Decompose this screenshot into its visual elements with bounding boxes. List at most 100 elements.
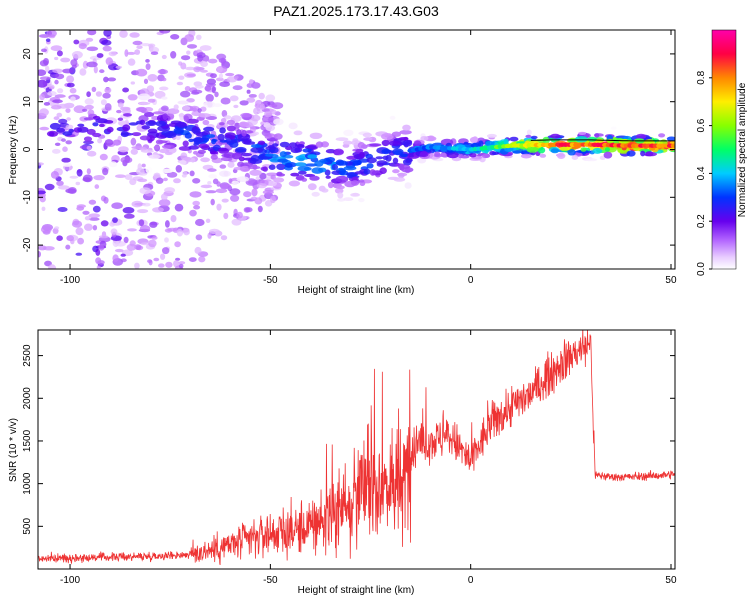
heat-blob [259, 172, 267, 180]
heat-blob [399, 153, 408, 158]
heat-blob [221, 198, 229, 203]
heat-blob [109, 221, 116, 227]
heat-blob [191, 128, 201, 134]
heat-blob [350, 193, 360, 197]
heat-blob [192, 178, 201, 184]
heat-blob [504, 146, 514, 152]
heat-blob [273, 177, 285, 183]
heat-blob [243, 207, 251, 213]
heat-blob [178, 75, 185, 80]
heat-blob [376, 162, 384, 167]
heat-blob [116, 109, 122, 114]
heat-blob [199, 45, 212, 51]
heat-blob [325, 157, 336, 163]
heat-blob [102, 92, 111, 99]
heat-blob [189, 191, 202, 198]
heat-blob [207, 232, 212, 239]
heat-blob [145, 120, 157, 126]
heat-blob [39, 126, 50, 131]
heat-blob [230, 194, 240, 202]
y-tick-label: -10 [22, 190, 33, 205]
heat-blob [93, 65, 98, 74]
heat-blob [207, 168, 217, 172]
heat-blob [264, 133, 272, 139]
heat-blob [202, 119, 210, 126]
heat-blob [65, 244, 71, 250]
heat-blob [95, 257, 102, 265]
heat-blob [571, 155, 579, 160]
heat-blob [249, 79, 254, 84]
heat-blob [139, 119, 146, 126]
heat-blob [158, 263, 165, 268]
heat-blob [240, 112, 252, 118]
heat-blob [84, 223, 93, 231]
heat-blob [197, 149, 206, 154]
heat-blob [530, 135, 538, 140]
heat-blob [56, 235, 63, 241]
heat-blob [68, 128, 74, 133]
heat-blob [226, 125, 236, 132]
heat-blob [84, 98, 94, 105]
heat-blob [44, 183, 55, 191]
figure-title: PAZ1.2025.173.17.43.G03 [273, 3, 439, 19]
heat-blob [260, 166, 268, 171]
heat-blob [120, 253, 126, 257]
heat-blob [343, 166, 357, 171]
heat-blob [255, 176, 260, 181]
heat-blob [71, 51, 83, 59]
heat-blob [381, 139, 390, 147]
heat-blob [66, 82, 75, 88]
heat-blob [120, 258, 127, 263]
heat-blob [235, 146, 247, 153]
snr-panel: -100 -50 0 50 500 1000 1500 2000 2500 Height of… [8, 329, 677, 596]
heat-blob [95, 91, 102, 97]
heat-blob [399, 130, 412, 135]
heat-blob [273, 118, 284, 126]
heat-blob [130, 137, 137, 146]
heat-blob [130, 81, 135, 85]
heat-blob [124, 174, 133, 181]
heat-blob [96, 265, 101, 269]
heat-blob [149, 221, 158, 228]
heat-blob [268, 180, 278, 187]
snr-y-ticks: 500 1000 1500 2000 2500 [22, 344, 675, 535]
heat-blob [186, 50, 191, 55]
snr-frame [37, 329, 676, 570]
heat-blob [249, 159, 263, 164]
heat-blob [92, 122, 99, 127]
heat-blob [161, 105, 169, 112]
heat-blob [253, 131, 259, 136]
heat-blob [229, 95, 239, 102]
heat-blob [95, 248, 101, 256]
y-tick-label: -20 [22, 237, 33, 252]
heat-blob [200, 106, 207, 112]
heat-blob [117, 117, 124, 121]
colorbar-tick-label: 0.6 [696, 118, 707, 132]
heat-blob [62, 162, 72, 167]
heat-blob [126, 243, 137, 251]
heat-blob [48, 86, 55, 90]
heat-blob [136, 167, 145, 176]
heat-blob [102, 167, 109, 176]
heat-blob [71, 220, 83, 228]
heat-blob [227, 161, 235, 168]
heat-blob [526, 146, 539, 153]
heat-blob [188, 145, 199, 150]
x-tick-label: -50 [263, 275, 278, 286]
heat-blob [350, 180, 360, 186]
heat-blob [148, 91, 155, 97]
x-tick-label: -100 [60, 275, 80, 286]
heat-blob [246, 89, 251, 94]
heat-blob [388, 140, 401, 146]
heat-blob [62, 146, 68, 152]
heat-blob [575, 136, 588, 143]
heat-blob [76, 169, 83, 177]
heat-blob [147, 98, 156, 103]
heat-blob [52, 68, 63, 74]
heat-blob [144, 112, 155, 117]
heat-blob [159, 30, 171, 34]
heat-blob [242, 139, 251, 145]
heat-blob [525, 134, 532, 138]
heat-blob [153, 257, 160, 262]
heat-blob [264, 110, 273, 118]
